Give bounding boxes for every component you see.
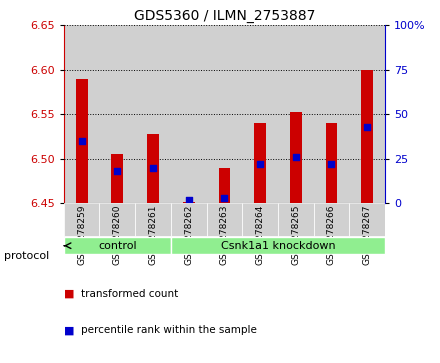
Bar xyxy=(183,201,194,203)
Point xyxy=(363,124,370,130)
Text: transformed count: transformed count xyxy=(81,289,179,299)
Title: GDS5360 / ILMN_2753887: GDS5360 / ILMN_2753887 xyxy=(134,9,315,23)
Point xyxy=(257,161,264,167)
Bar xyxy=(64,237,171,254)
Bar xyxy=(99,25,135,203)
Bar xyxy=(64,203,99,236)
Point xyxy=(292,154,299,160)
Bar xyxy=(314,203,349,236)
Point xyxy=(78,138,85,144)
Bar xyxy=(206,203,242,236)
Text: GSM1278267: GSM1278267 xyxy=(363,204,372,265)
Bar xyxy=(278,25,314,203)
Bar xyxy=(171,237,385,254)
Bar xyxy=(326,123,337,203)
Bar xyxy=(314,25,349,203)
Text: GSM1278265: GSM1278265 xyxy=(291,204,300,265)
Bar xyxy=(278,203,314,236)
Text: ■: ■ xyxy=(64,325,74,335)
Text: percentile rank within the sample: percentile rank within the sample xyxy=(81,325,257,335)
Bar xyxy=(206,25,242,203)
Bar xyxy=(349,203,385,236)
Text: GSM1278260: GSM1278260 xyxy=(113,204,122,265)
Text: GSM1278259: GSM1278259 xyxy=(77,204,86,265)
Bar xyxy=(147,134,159,203)
Text: GSM1278262: GSM1278262 xyxy=(184,204,193,265)
Point xyxy=(114,168,121,174)
Point xyxy=(328,161,335,167)
Bar xyxy=(64,25,99,203)
Bar xyxy=(171,25,206,203)
Text: GSM1278264: GSM1278264 xyxy=(256,204,264,265)
Text: GSM1278263: GSM1278263 xyxy=(220,204,229,265)
Text: protocol: protocol xyxy=(4,251,50,261)
Point xyxy=(221,195,228,201)
Bar xyxy=(135,25,171,203)
Bar xyxy=(349,25,385,203)
Bar xyxy=(111,154,123,203)
Bar xyxy=(99,203,135,236)
Text: Csnk1a1 knockdown: Csnk1a1 knockdown xyxy=(220,241,335,251)
Bar xyxy=(254,123,266,203)
Bar xyxy=(361,70,373,203)
Bar xyxy=(219,168,230,203)
Bar xyxy=(135,203,171,236)
Point xyxy=(185,197,192,203)
Text: GSM1278261: GSM1278261 xyxy=(149,204,158,265)
Bar xyxy=(76,79,88,203)
Text: GSM1278266: GSM1278266 xyxy=(327,204,336,265)
Bar xyxy=(242,203,278,236)
Text: ■: ■ xyxy=(64,289,74,299)
Text: control: control xyxy=(98,241,137,251)
Bar xyxy=(242,25,278,203)
Point xyxy=(150,165,157,171)
Bar xyxy=(171,203,206,236)
Bar xyxy=(290,112,302,203)
